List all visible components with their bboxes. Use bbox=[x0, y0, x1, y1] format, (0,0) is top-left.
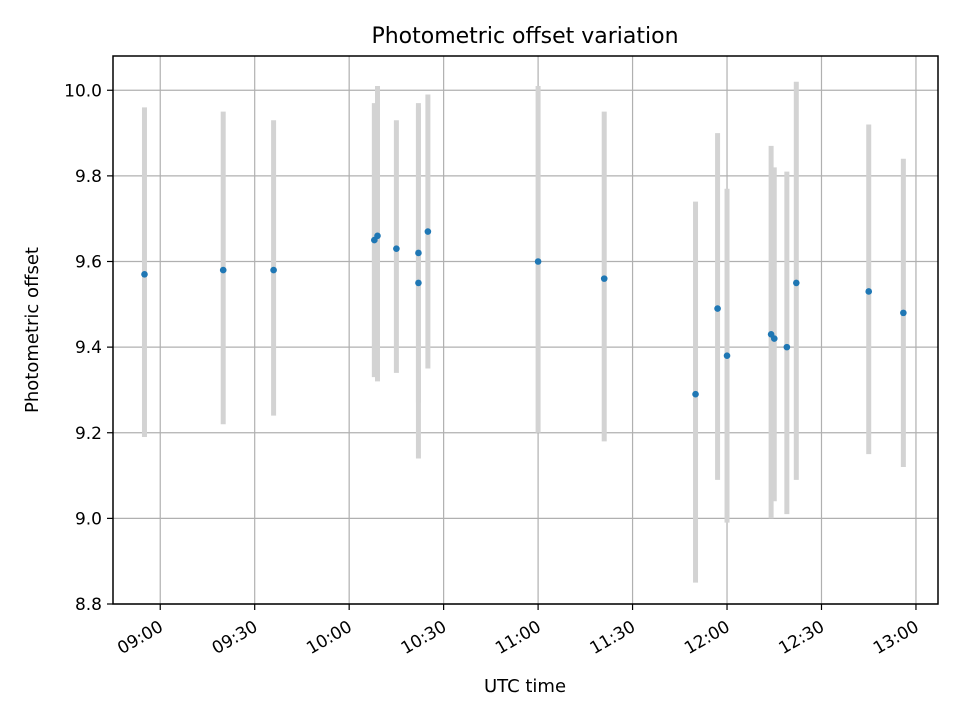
data-point bbox=[534, 258, 542, 265]
x-tick-label: 11:00 bbox=[492, 617, 544, 659]
x-axis-label: UTC time bbox=[484, 676, 566, 697]
x-axis: 09:00 09:30 10:00 10:30 11:00 11:30 12:00 12:30… bbox=[114, 604, 922, 659]
y-tick-label: 9.2 bbox=[75, 424, 102, 444]
data-point bbox=[865, 288, 873, 295]
chart-title: Photometric offset variation bbox=[371, 24, 678, 49]
data-point bbox=[783, 343, 791, 351]
data-point bbox=[692, 390, 699, 398]
x-tick-label: 10:00 bbox=[303, 617, 355, 659]
x-tick-label: 12:30 bbox=[776, 617, 828, 659]
data-points bbox=[141, 228, 907, 398]
y-tick-label: 9.8 bbox=[75, 167, 102, 187]
data-point bbox=[415, 249, 422, 257]
data-point bbox=[270, 266, 277, 274]
y-tick-label: 9.0 bbox=[75, 509, 102, 529]
y-tick-label: 9.6 bbox=[75, 253, 102, 273]
plot-frame bbox=[112, 55, 939, 605]
data-point bbox=[393, 245, 400, 252]
x-tick-label: 12:00 bbox=[681, 617, 733, 659]
data-point bbox=[424, 228, 432, 235]
data-point bbox=[714, 305, 721, 312]
y-tick-label: 9.4 bbox=[75, 338, 102, 358]
data-point bbox=[793, 279, 800, 287]
error-bars bbox=[141, 81, 906, 583]
y-axis-label: Photometric offset bbox=[22, 247, 43, 413]
data-point bbox=[374, 232, 381, 240]
x-tick-label: 10:30 bbox=[398, 617, 450, 659]
x-tick-label: 09:00 bbox=[114, 617, 166, 659]
data-point bbox=[900, 309, 907, 317]
y-axis: 8.8 9.0 9.2 9.4 9.6 9.8 10.0 bbox=[64, 81, 113, 615]
x-tick-label: 13:00 bbox=[870, 617, 922, 659]
x-tick-label: 09:30 bbox=[209, 617, 261, 659]
data-point bbox=[600, 275, 608, 282]
x-tick-label: 11:30 bbox=[587, 617, 639, 659]
grid bbox=[113, 56, 938, 605]
data-point bbox=[415, 279, 422, 287]
data-point bbox=[219, 266, 227, 274]
y-tick-label: 8.8 bbox=[75, 595, 102, 615]
data-point bbox=[723, 352, 731, 359]
y-tick-label: 10.0 bbox=[64, 81, 102, 101]
data-point bbox=[770, 335, 778, 342]
data-point bbox=[141, 271, 148, 278]
